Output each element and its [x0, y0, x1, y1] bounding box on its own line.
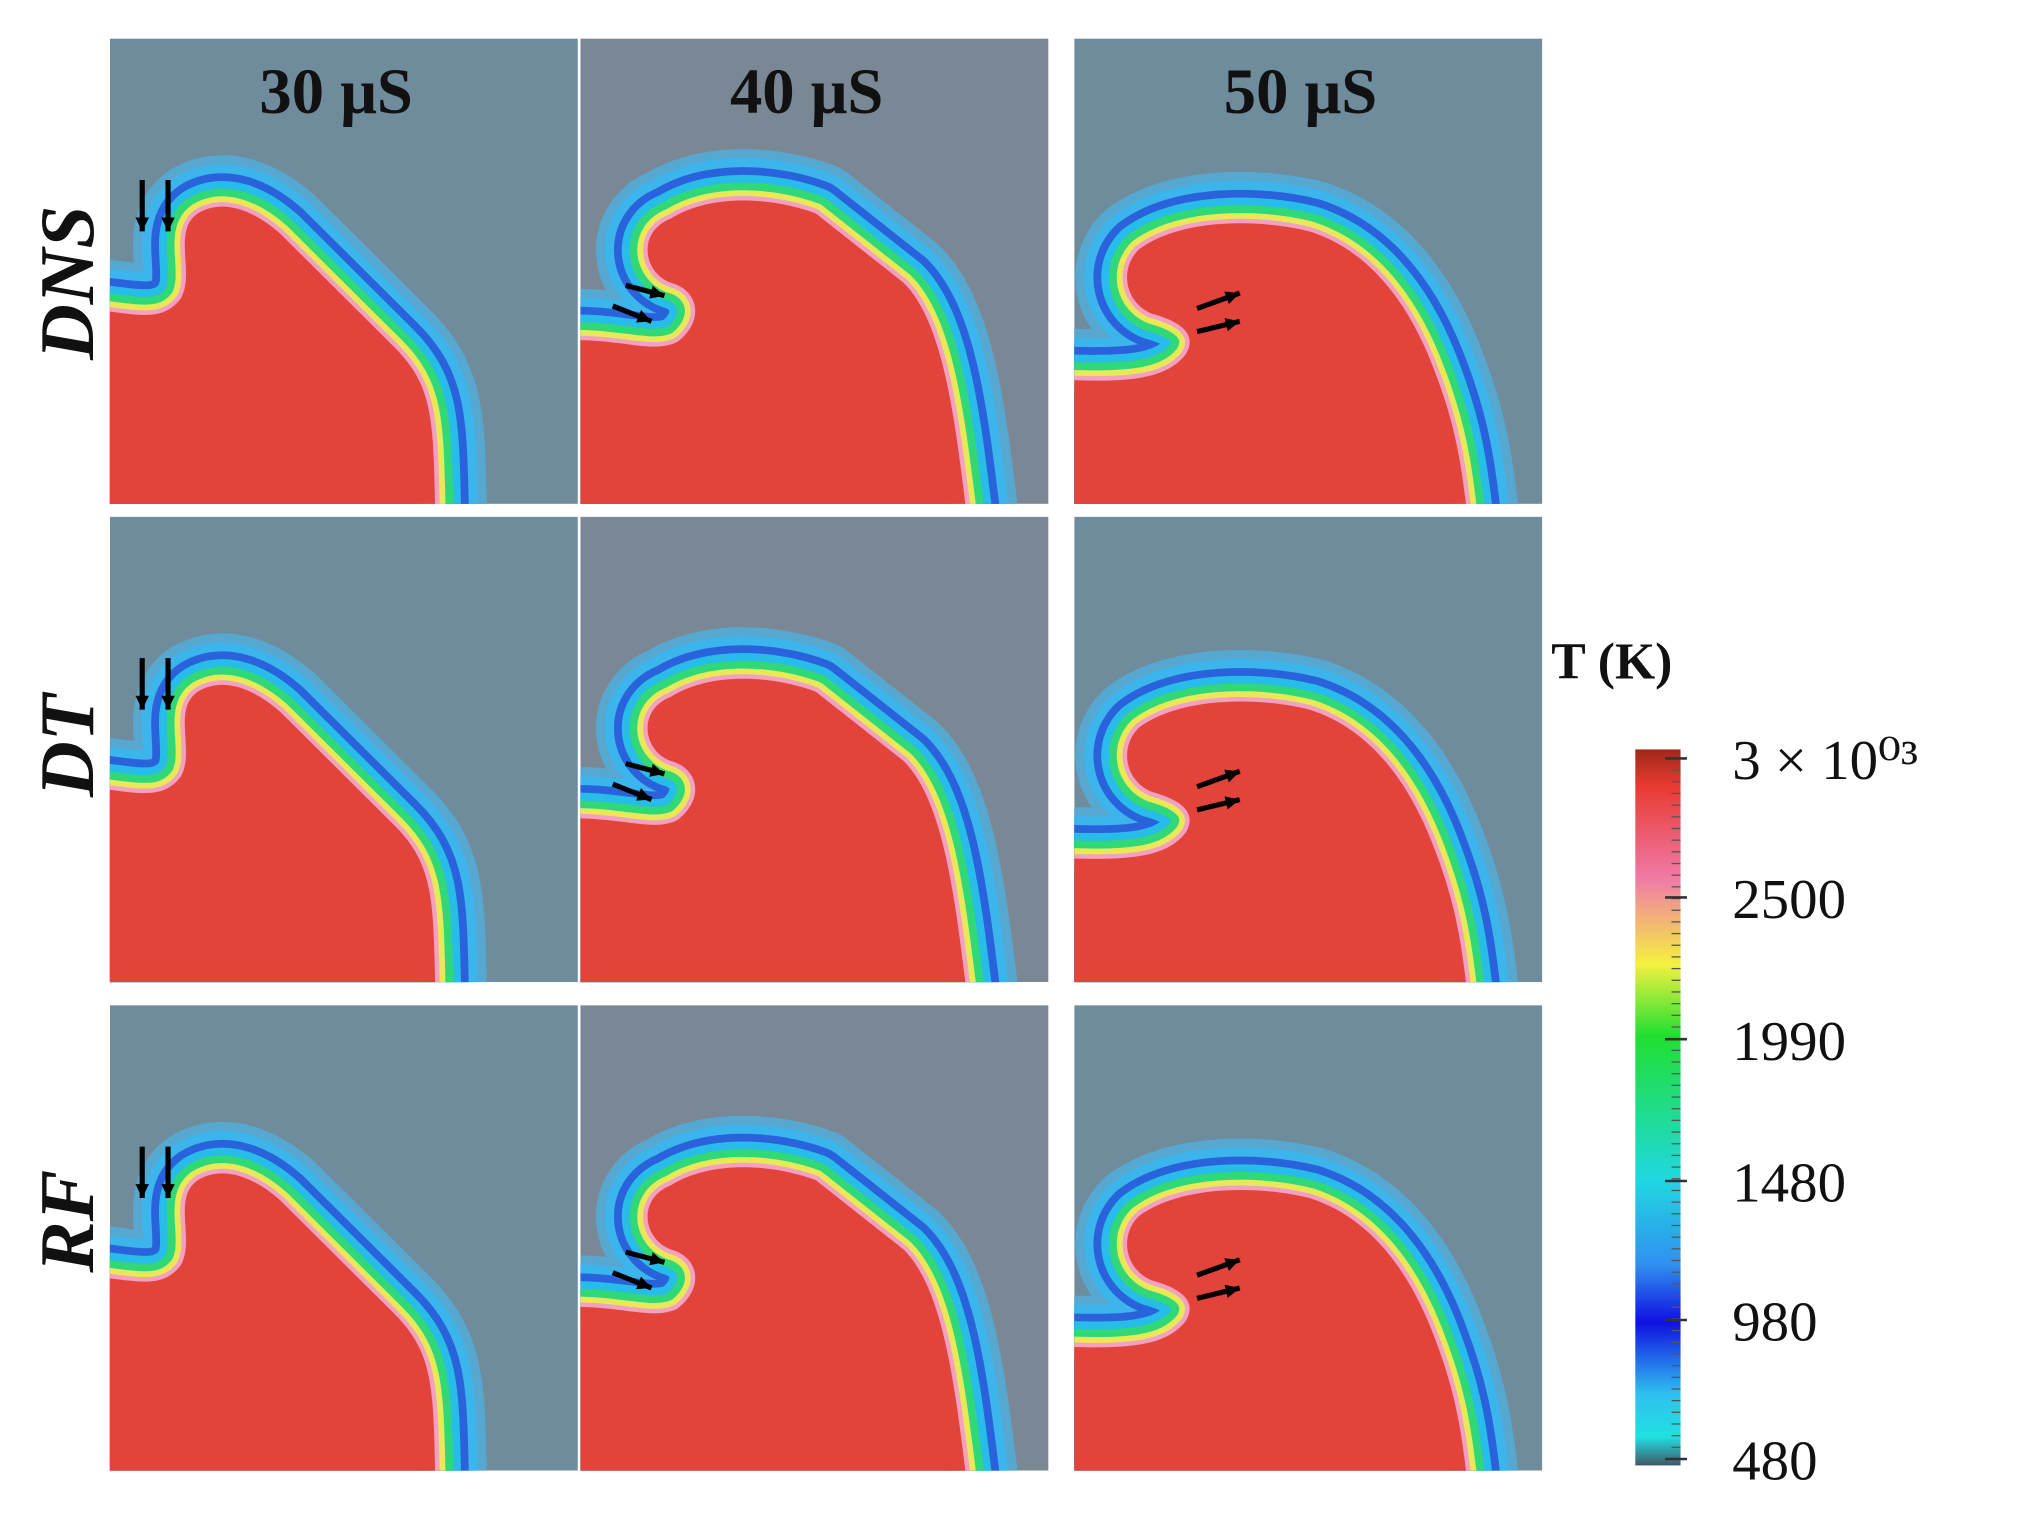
panel-field — [109, 516, 578, 983]
arrow-head — [649, 763, 665, 777]
flame-core — [1074, 223, 1466, 504]
panel-field — [109, 38, 578, 504]
panel-field — [1074, 1005, 1543, 1471]
panel-field — [1074, 516, 1543, 983]
arrow-head — [135, 1184, 149, 1199]
flame-core — [109, 684, 436, 983]
panel-field — [1074, 38, 1543, 504]
arrow-head — [649, 1252, 665, 1266]
arrow-head — [135, 217, 149, 232]
column-label: 40 μS — [730, 56, 883, 127]
panel — [1074, 38, 1543, 504]
panel-field — [580, 38, 1049, 504]
colorbar-tick-label: 980 — [1732, 1291, 1817, 1354]
row-label: DNS — [24, 206, 110, 361]
arrow-head — [636, 1276, 652, 1290]
flame-core — [580, 678, 966, 983]
panel-field — [109, 1005, 578, 1471]
row-label: RF — [24, 1170, 110, 1274]
panel — [580, 1005, 1049, 1471]
flame-core — [1074, 1190, 1466, 1471]
column-label: 50 μS — [1224, 56, 1377, 127]
panel — [580, 516, 1049, 983]
arrow-head — [1224, 796, 1240, 810]
panel — [1074, 516, 1543, 983]
colorbar — [1635, 749, 1681, 1466]
flame-core — [580, 200, 966, 504]
arrow-head — [1224, 1284, 1240, 1298]
arrow-head — [1224, 1258, 1240, 1271]
flame-core — [109, 206, 436, 504]
panel-field — [580, 516, 1049, 983]
colorbar-tick-label: 3 × 10⁰³ — [1732, 729, 1918, 792]
colorbar-tick-label: 480 — [1732, 1430, 1817, 1493]
arrow-head — [649, 285, 665, 299]
colorbar-tick-label: 2500 — [1732, 868, 1846, 931]
flame-core — [109, 1173, 436, 1471]
colorbar-title: T (K) — [1551, 634, 1672, 691]
arrow-head — [161, 217, 175, 232]
arrow-head — [135, 695, 149, 710]
panel — [109, 1005, 578, 1471]
colorbar-tick-label: 1990 — [1732, 1010, 1846, 1073]
panel — [109, 38, 578, 504]
arrow-head — [636, 788, 652, 801]
arrow-head — [1224, 769, 1240, 783]
panel — [109, 516, 578, 983]
flame-core — [580, 1167, 966, 1471]
column-label: 30 μS — [259, 56, 412, 127]
panels — [109, 38, 1543, 1471]
flame-core — [1074, 701, 1466, 983]
arrow-head — [161, 1184, 175, 1199]
arrow-head — [1224, 291, 1240, 305]
row-label: DT — [24, 691, 110, 798]
panel-field — [580, 1005, 1049, 1471]
panel — [580, 38, 1049, 504]
colorbar-ticks: 3 × 10⁰³ 2500 1990 1480 980 480 — [1665, 729, 1918, 1493]
colorbar-tick-label: 1480 — [1732, 1152, 1846, 1215]
panel — [1074, 1005, 1543, 1471]
arrow-head — [636, 309, 652, 323]
arrow-head — [161, 695, 175, 710]
arrow-head — [1224, 318, 1240, 332]
